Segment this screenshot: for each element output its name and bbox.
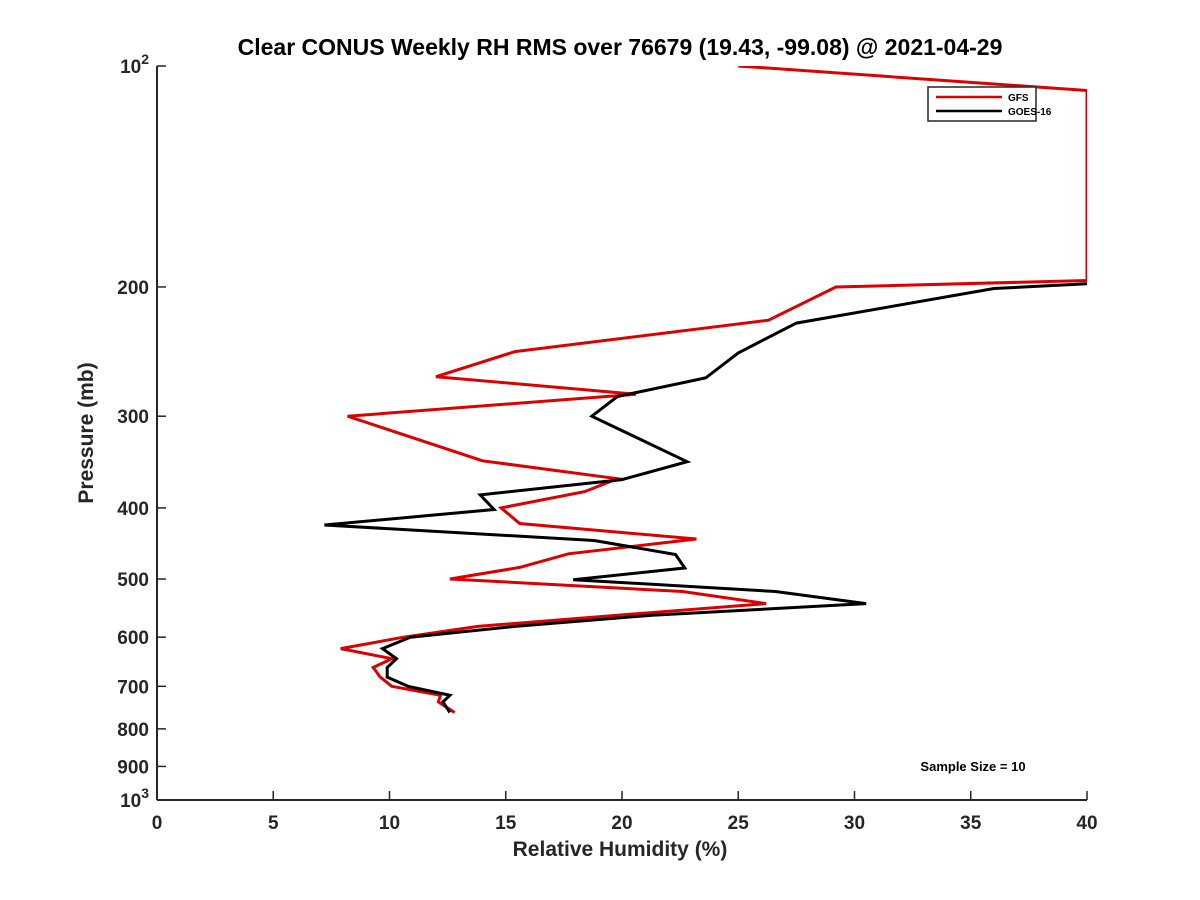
y-tick-label: 800 bbox=[117, 720, 149, 741]
y-tick-label: 400 bbox=[117, 499, 149, 520]
y-tick-label: 600 bbox=[117, 628, 149, 649]
x-tick-label: 10 bbox=[379, 813, 400, 834]
y-tick-label: 300 bbox=[117, 407, 149, 428]
x-tick-label: 15 bbox=[495, 813, 517, 834]
series-group bbox=[324, 66, 1087, 714]
x-tick-label: 25 bbox=[728, 813, 750, 834]
y-tick-label: 102 bbox=[120, 51, 149, 78]
chart-title: Clear CONUS Weekly RH RMS over 76679 (19… bbox=[238, 34, 1003, 60]
y-tick-label: 500 bbox=[117, 570, 149, 591]
x-tick-label: 5 bbox=[268, 813, 279, 834]
x-tick-label: 40 bbox=[1076, 813, 1097, 834]
x-tick-label: 20 bbox=[611, 813, 632, 834]
series-line-gfs bbox=[340, 66, 1087, 714]
legend: GFS GOES-16 bbox=[927, 86, 1052, 122]
x-tick-label: 30 bbox=[844, 813, 865, 834]
legend-label: GFS bbox=[1008, 93, 1029, 104]
y-tick-label: 103 bbox=[120, 785, 149, 812]
legend-label: GOES-16 bbox=[1008, 107, 1052, 118]
y-axis-label: Pressure (mb) bbox=[75, 362, 98, 503]
x-axis-label: Relative Humidity (%) bbox=[513, 838, 728, 861]
y-tick-label: 900 bbox=[117, 757, 149, 778]
legend-box bbox=[927, 86, 1037, 122]
x-tick-label: 35 bbox=[960, 813, 982, 834]
y-tick-label: 200 bbox=[117, 278, 149, 299]
sample-size-annotation: Sample Size = 10 bbox=[920, 759, 1025, 774]
series-line-goes-16 bbox=[324, 282, 1087, 714]
x-tick-label: 0 bbox=[152, 813, 163, 834]
y-tick-label: 700 bbox=[117, 677, 149, 698]
plot-area: 0 5 10 15 20 25 30 35 40 102 200 300 400 500 600 700 800… bbox=[117, 51, 1097, 834]
